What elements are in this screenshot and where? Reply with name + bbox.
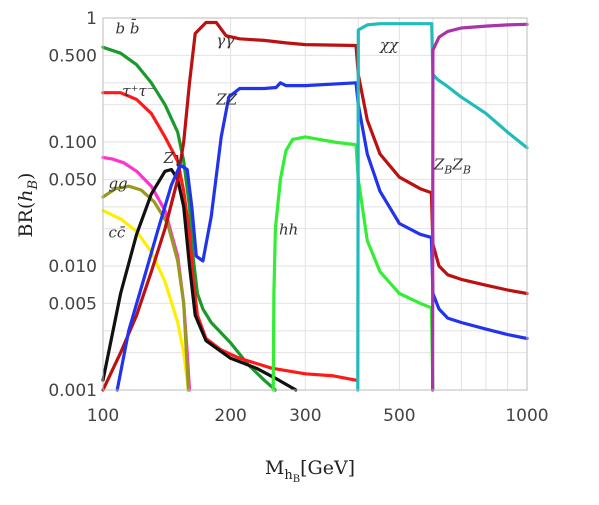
x-axis-title: MhB[GeV] xyxy=(265,457,355,485)
y-tick-label: 0.050 xyxy=(48,170,97,190)
series-line xyxy=(101,209,190,392)
x-tick-label: 300 xyxy=(289,406,321,426)
series-label: cc̄ xyxy=(108,223,125,241)
series-line xyxy=(101,20,529,392)
y-axis-title: BR(hB) xyxy=(15,173,41,238)
series-label: τ⁺τ⁻ xyxy=(122,82,154,100)
series-label: gg xyxy=(108,175,127,193)
series-label: ZZ xyxy=(215,91,237,109)
series-label: γγ xyxy=(216,32,234,50)
y-tick-label: 1 xyxy=(86,9,97,29)
y-tick-label: 0.001 xyxy=(48,381,97,401)
series-line xyxy=(431,22,529,392)
series-label: b b̄ xyxy=(115,19,139,37)
x-tick-label: 200 xyxy=(214,406,246,426)
series-labels: b b̄ τ⁺τ⁻ gg cc̄ Zγ γγ ZZ hh χχ ZBZB xyxy=(108,19,470,241)
y-tick-label: 0.100 xyxy=(48,133,97,153)
series-curves xyxy=(101,20,529,392)
y-tick-label: 0.010 xyxy=(48,257,97,277)
x-tick-label: 500 xyxy=(383,406,415,426)
series-label: Zγ xyxy=(163,149,183,167)
series-line xyxy=(101,167,298,392)
x-tick-label: 100 xyxy=(87,406,119,426)
y-tick-label: 0.005 xyxy=(48,294,97,314)
series-line xyxy=(101,91,358,382)
series-line xyxy=(101,45,277,392)
x-tick-label: 1000 xyxy=(505,406,548,426)
series-label: ZBZB xyxy=(433,156,471,177)
series-line xyxy=(101,184,190,392)
plot-frame xyxy=(102,17,528,391)
series-line xyxy=(115,81,529,392)
tick-marks: 100 200 300 500 1000 0.001 0.005 0.010 0.050 0.10… xyxy=(48,9,548,426)
series-line xyxy=(271,135,435,392)
series-label: hh xyxy=(279,220,298,238)
series-label: χχ xyxy=(379,36,399,54)
y-tick-label: 0.500 xyxy=(48,46,97,66)
